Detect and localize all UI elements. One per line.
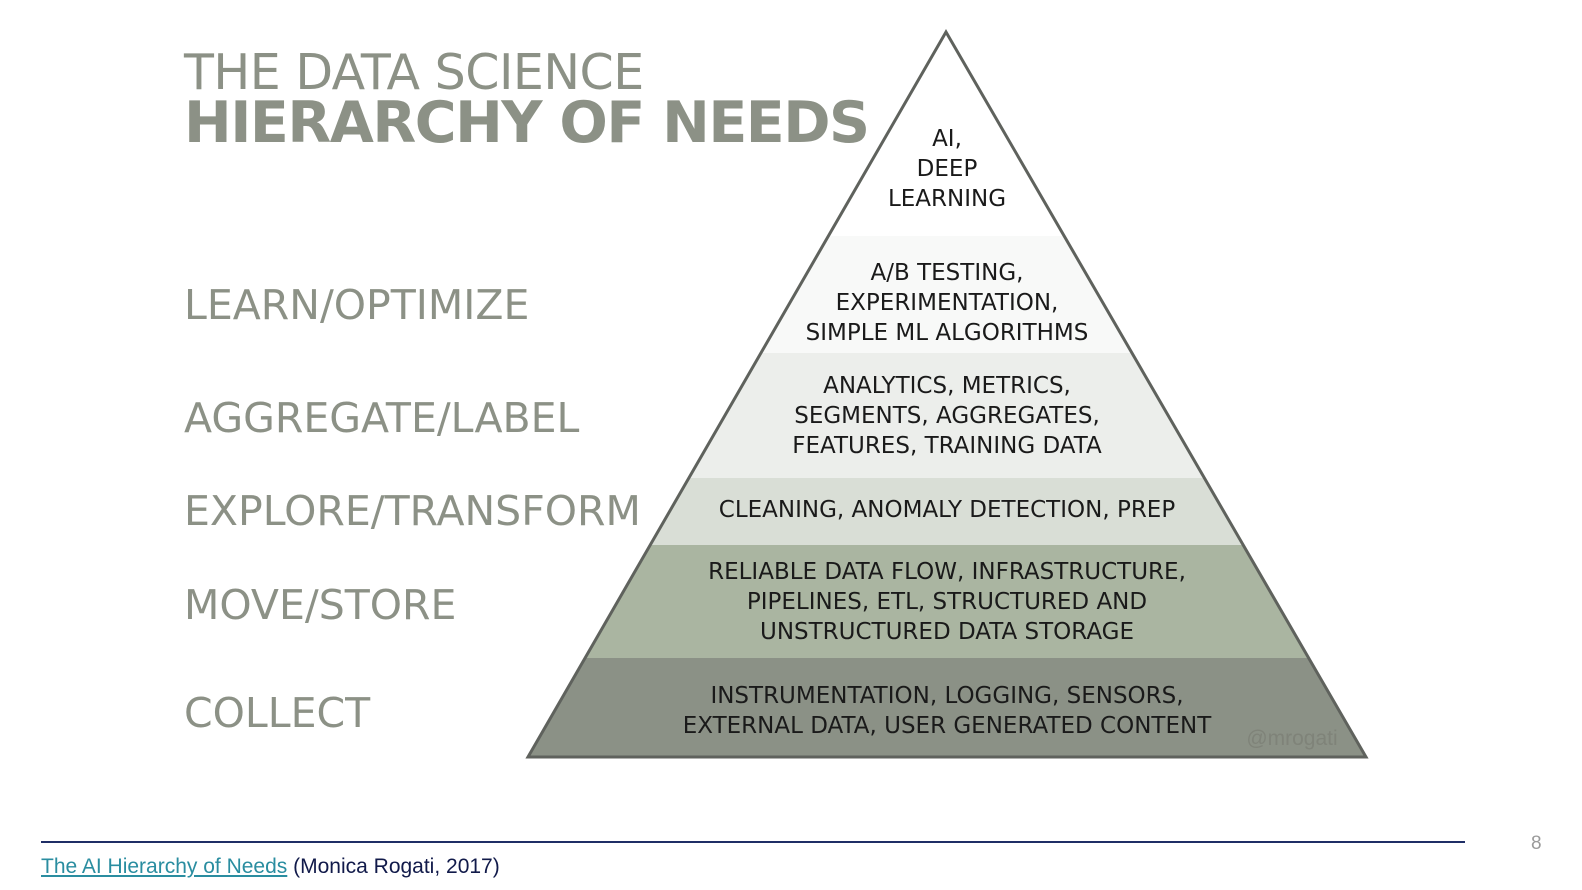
pyramid-outline xyxy=(525,29,1369,759)
stage-label-explore-transform: EXPLORE/TRANSFORM xyxy=(184,487,641,535)
source-link[interactable]: The AI Hierarchy of Needs xyxy=(41,855,288,878)
pyramid-layer-3-text: FEATURES, TRAINING DATA xyxy=(792,433,1102,459)
title-line-2: HIERARCHY OF NEEDS xyxy=(184,90,870,156)
title-line-1: THE DATA SCIENCE xyxy=(184,44,644,101)
pyramid-layer-2-text: A/B TESTING, xyxy=(871,260,1024,286)
pyramid-layer-4-text: CLEANING, ANOMALY DETECTION, PREP xyxy=(719,497,1176,523)
pyramid-layer-2-text: EXPERIMENTATION, xyxy=(836,290,1059,316)
page-number: 8 xyxy=(1531,833,1542,854)
pyramid-layer-3-text: ANALYTICS, METRICS, xyxy=(823,373,1071,399)
pyramid-layer-5-text: PIPELINES, ETL, STRUCTURED AND xyxy=(747,589,1147,615)
pyramid-layer-6-text: INSTRUMENTATION, LOGGING, SENSORS, xyxy=(710,683,1183,709)
stage-label-aggregate-label: AGGREGATE/LABEL xyxy=(184,394,580,442)
footer-citation: The AI Hierarchy of Needs (Monica Rogati… xyxy=(41,855,500,879)
pyramid-layer-6-text: EXTERNAL DATA, USER GENERATED CONTENT xyxy=(683,713,1212,739)
pyramid-layer-3-text: SEGMENTS, AGGREGATES, xyxy=(794,403,1100,429)
pyramid-layer-5 xyxy=(528,545,1366,658)
pyramid-layer-1-text: LEARNING xyxy=(888,186,1006,212)
stage-label-learn-optimize: LEARN/OPTIMIZE xyxy=(184,281,530,329)
stage-label-move-store: MOVE/STORE xyxy=(184,581,457,629)
pyramid-layer-2-text: SIMPLE ML ALGORITHMS xyxy=(806,320,1089,346)
pyramid-layer-5-text: UNSTRUCTURED DATA STORAGE xyxy=(760,619,1134,645)
footer-divider xyxy=(41,841,1465,843)
pyramid-layer-1-text: AI, xyxy=(932,126,962,152)
citation-text: (Monica Rogati, 2017) xyxy=(293,855,500,878)
pyramid-layer-5-text: RELIABLE DATA FLOW, INFRASTRUCTURE, xyxy=(708,559,1186,585)
pyramid-layer-6 xyxy=(528,658,1366,757)
pyramid-layer-1-text: DEEP xyxy=(917,156,978,182)
watermark-text: @mrogati xyxy=(1246,727,1337,750)
stage-label-collect: COLLECT xyxy=(184,689,371,737)
